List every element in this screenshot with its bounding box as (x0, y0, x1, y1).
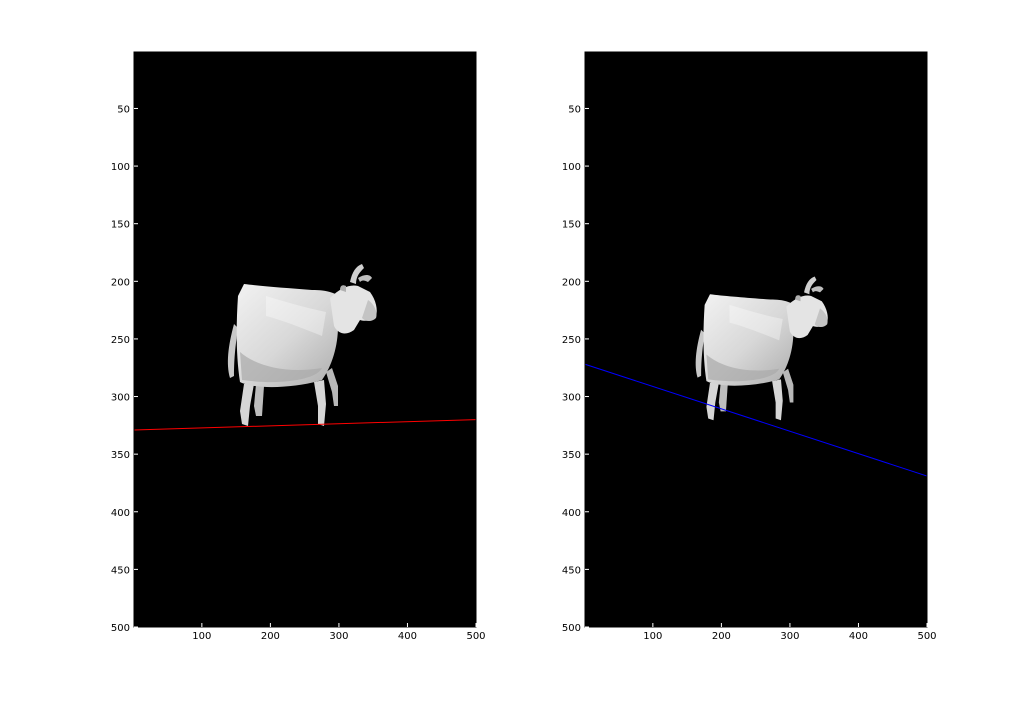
y-tick-label: 200 (562, 277, 581, 288)
y-tick-label: 300 (562, 393, 581, 404)
x-tick-label: 200 (261, 631, 280, 642)
y-tick-label: 500 (111, 623, 130, 634)
y-tick-label: 500 (562, 623, 581, 634)
y-tick-label: 350 (111, 450, 130, 461)
y-tick-label: 50 (117, 104, 130, 115)
overlay-line (584, 363, 928, 477)
axes-2: 100 200 300 400 500 50 100 150 200 250 300 350 400 45… (562, 51, 937, 642)
y-tick-label: 450 (111, 565, 130, 576)
x-tick-label: 100 (643, 631, 662, 642)
y-tick-label: 300 (111, 393, 130, 404)
y-tick-label: 150 (111, 220, 130, 231)
y-tick-label: 400 (562, 508, 581, 519)
y-tick-label: 250 (111, 335, 130, 346)
y-tick-label: 450 (562, 565, 581, 576)
y-tick-label: 100 (111, 162, 130, 173)
axes-1: 100 200 300 400 500 50 100 150 200 250 300 350 400 45… (111, 51, 486, 642)
axes-box (584, 51, 928, 628)
y-tick-label: 150 (562, 220, 581, 231)
x-tick-label: 500 (917, 631, 936, 642)
y-tick-label: 200 (111, 277, 130, 288)
x-tick-label: 100 (192, 631, 211, 642)
y-tick-label: 100 (562, 162, 581, 173)
y-tick-label: 400 (111, 508, 130, 519)
axes-box (133, 51, 477, 628)
x-tick-label: 400 (398, 631, 417, 642)
x-tick-label: 300 (329, 631, 348, 642)
x-tick-label: 500 (466, 631, 485, 642)
x-tick-label: 400 (849, 631, 868, 642)
y-tick-label: 250 (562, 335, 581, 346)
overlay-line (133, 419, 477, 431)
x-tick-label: 300 (780, 631, 799, 642)
y-tick-label: 50 (568, 104, 581, 115)
y-tick-label: 350 (562, 450, 581, 461)
x-tick-label: 200 (712, 631, 731, 642)
